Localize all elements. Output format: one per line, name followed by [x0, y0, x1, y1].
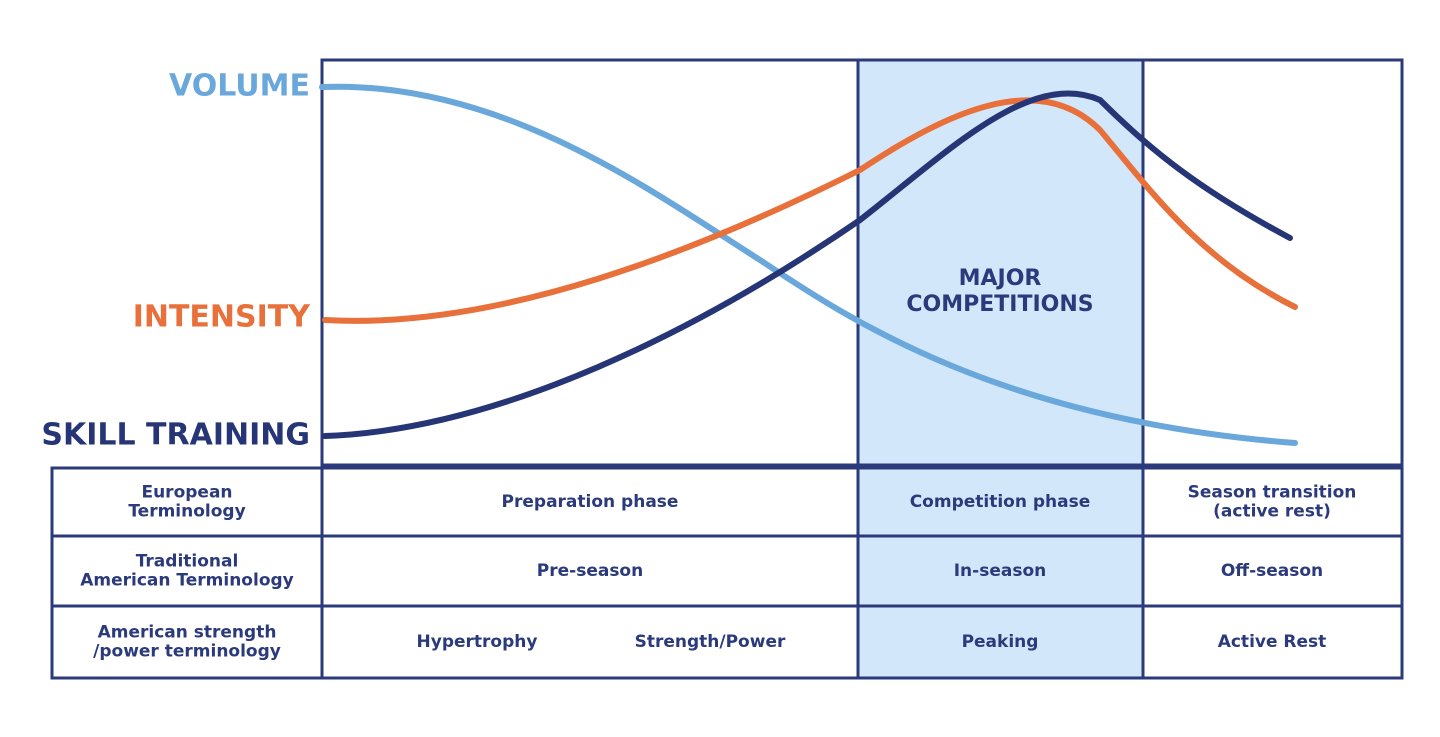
row-header: Terminology [128, 502, 245, 522]
table-cell: Pre-season [537, 561, 643, 581]
table-cell: Off-season [1221, 561, 1323, 581]
table-cell: Strength/Power [635, 632, 786, 652]
table-cell: Active Rest [1218, 632, 1327, 652]
table-cell: In-season [954, 561, 1047, 581]
table-cell: Season transition [1188, 483, 1357, 503]
row-header: European [141, 483, 232, 503]
competition-band [858, 60, 1143, 678]
row-header: Traditional [136, 552, 239, 572]
intensity-curve [322, 97, 1298, 324]
volume-label: VOLUME [169, 69, 310, 104]
row-header: /power terminology [93, 642, 281, 662]
table-frame [50, 466, 1404, 680]
band-label: MAJOR [959, 266, 1042, 291]
table-cell: Peaking [962, 632, 1039, 652]
intensity-label: INTENSITY [133, 300, 312, 335]
skill-curve [322, 90, 1293, 439]
table-cell: Preparation phase [502, 492, 679, 512]
table-cell: Competition phase [910, 492, 1091, 512]
skill-label: SKILL TRAINING [41, 418, 310, 453]
table-cell: (active rest) [1213, 502, 1331, 522]
table-cell: Hypertrophy [417, 632, 538, 652]
chart-frame [320, 58, 1404, 467]
row-header: American Terminology [80, 571, 294, 591]
volume-curve [319, 83, 1298, 446]
band-label: COMPETITIONS [906, 292, 1093, 317]
row-header: American strength [98, 623, 277, 643]
